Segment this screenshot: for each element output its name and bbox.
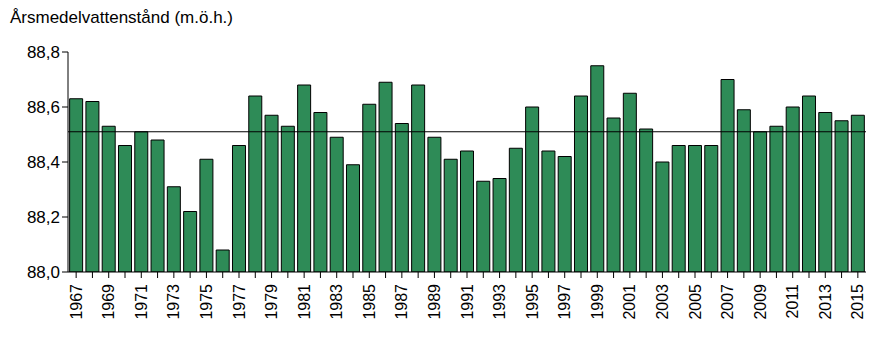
svg-text:88,6: 88,6 xyxy=(27,98,60,117)
svg-text:1967: 1967 xyxy=(68,284,85,320)
svg-text:1981: 1981 xyxy=(296,284,313,320)
svg-text:1997: 1997 xyxy=(556,284,573,320)
svg-text:1979: 1979 xyxy=(263,284,280,320)
svg-text:1971: 1971 xyxy=(133,284,150,320)
svg-text:1999: 1999 xyxy=(589,284,606,320)
svg-text:1983: 1983 xyxy=(328,284,345,320)
svg-text:1987: 1987 xyxy=(393,284,410,320)
svg-text:1993: 1993 xyxy=(491,284,508,320)
svg-text:1985: 1985 xyxy=(361,284,378,320)
svg-text:2011: 2011 xyxy=(784,284,801,319)
svg-text:88,4: 88,4 xyxy=(27,153,60,172)
svg-text:1973: 1973 xyxy=(165,284,182,320)
svg-text:2015: 2015 xyxy=(849,284,866,320)
svg-text:2007: 2007 xyxy=(719,284,736,320)
svg-text:88,8: 88,8 xyxy=(27,43,60,62)
svg-text:88,2: 88,2 xyxy=(27,208,60,227)
svg-text:88,0: 88,0 xyxy=(27,263,60,282)
svg-text:1977: 1977 xyxy=(231,284,248,320)
svg-text:2005: 2005 xyxy=(687,284,704,320)
svg-text:2001: 2001 xyxy=(621,284,638,320)
svg-text:1989: 1989 xyxy=(426,284,443,320)
svg-text:2003: 2003 xyxy=(654,284,671,320)
svg-text:1995: 1995 xyxy=(524,284,541,320)
svg-text:1991: 1991 xyxy=(459,284,476,320)
svg-text:2009: 2009 xyxy=(752,284,769,320)
svg-text:1975: 1975 xyxy=(198,284,215,320)
svg-text:1969: 1969 xyxy=(100,284,117,320)
svg-text:2013: 2013 xyxy=(817,284,834,320)
html-text:Årsmedelvattenstånd (m.ö.h.): Årsmedelvattenstånd (m.ö.h.) xyxy=(10,8,233,27)
